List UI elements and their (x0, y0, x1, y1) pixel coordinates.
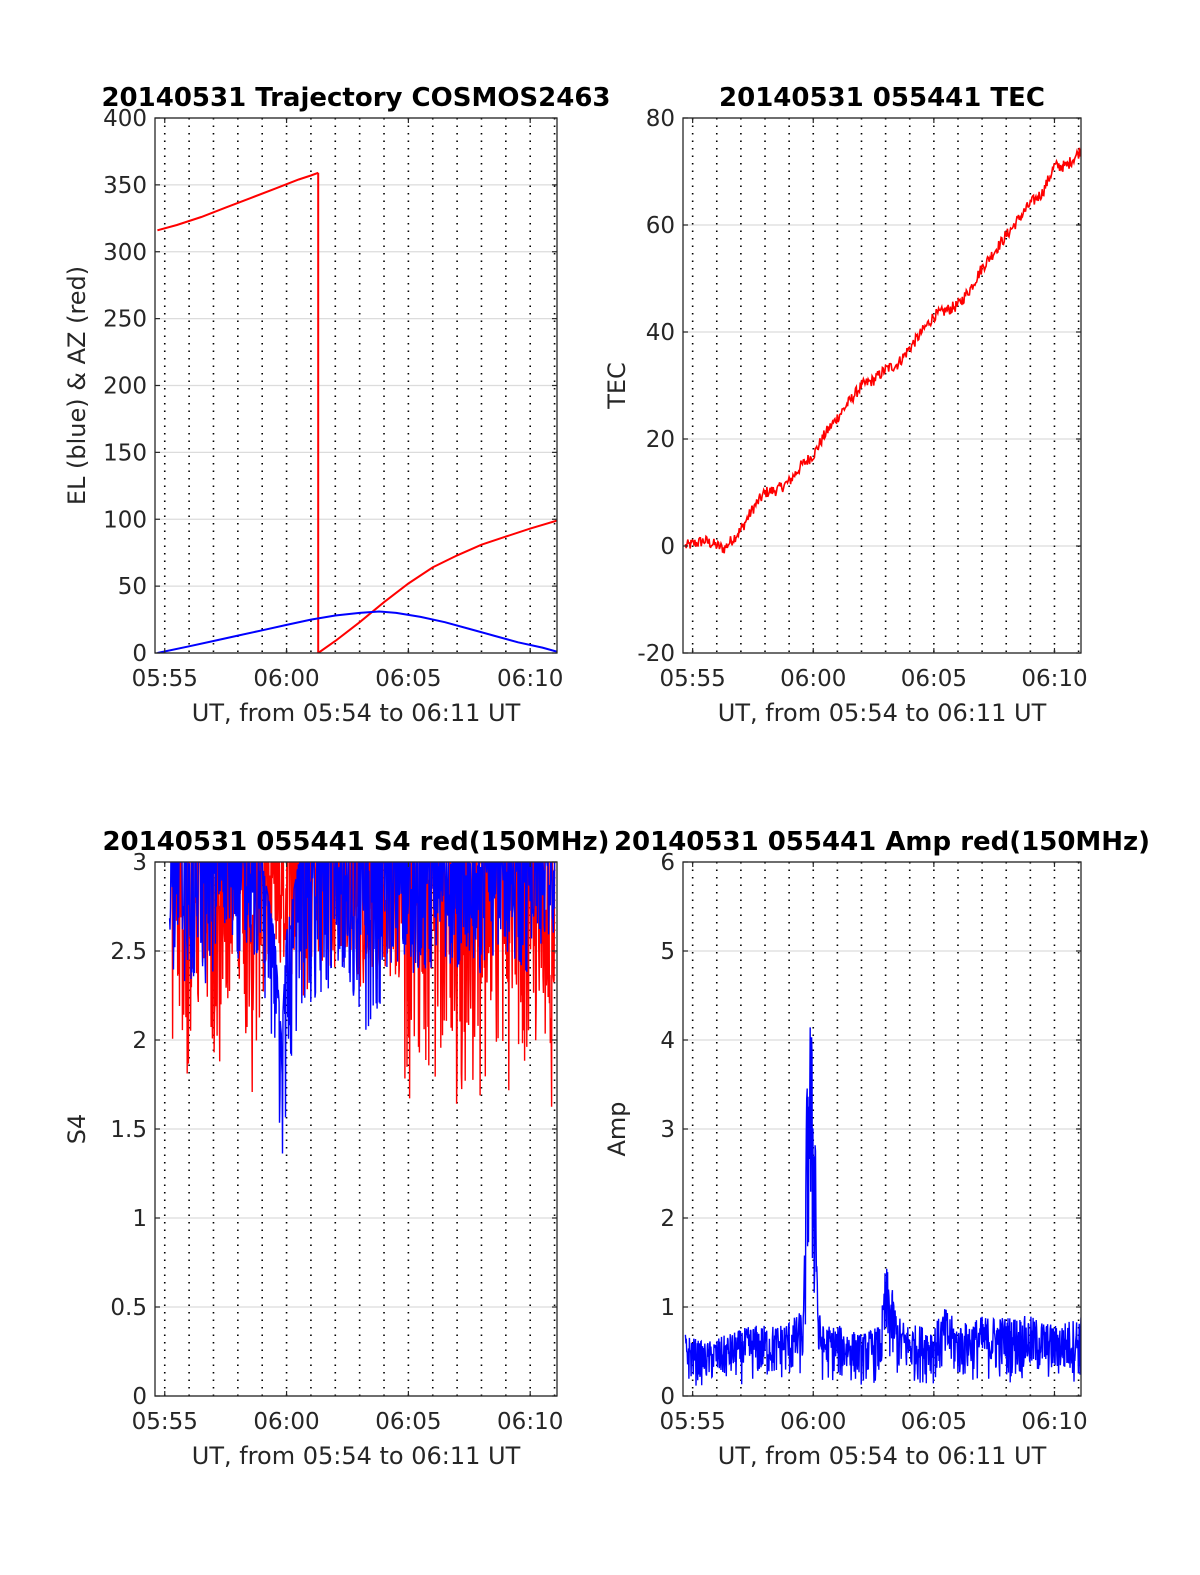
series-line (684, 147, 1081, 554)
x-tick-label: 05:55 (132, 1409, 198, 1435)
y-tick-label: 50 (118, 574, 147, 600)
y-tick-label: 40 (646, 320, 675, 346)
chart-s4: 0 0.5 1 1.5 2 2.5 3 05:55 06:00 06:05 06:10 2014053… (63, 827, 610, 1470)
chart-title: 20140531 055441 Amp red(150MHz) (614, 827, 1150, 857)
y-tick-label: 300 (103, 240, 147, 266)
x-tick-label: 06:00 (253, 666, 319, 692)
x-tick-label: 06:05 (901, 1409, 967, 1435)
y-tick-label: 100 (103, 507, 147, 533)
series-group (684, 1027, 1081, 1386)
x-tick-label: 06:00 (780, 666, 846, 692)
x-tick-label: 06:05 (901, 666, 967, 692)
x-tick-label: 05:55 (660, 666, 726, 692)
x-axis-label: UT, from 05:54 to 06:11 UT (718, 699, 1047, 727)
chart-tec: -20 0 20 40 60 80 05:55 06:00 06:05 06:10 20140531… (603, 83, 1088, 727)
y-tick-label: 0 (660, 534, 675, 560)
series-line (684, 1027, 1081, 1386)
y-tick-label: 4 (660, 1028, 675, 1054)
y-axis-label: EL (blue) & AZ (red) (63, 266, 91, 505)
axes-frame (682, 117, 1082, 654)
y-axis-label: TEC (603, 362, 631, 410)
x-axis-label: UT, from 05:54 to 06:11 UT (718, 1442, 1047, 1470)
y-tick-label: 350 (103, 173, 147, 199)
y-tick-label: 0 (132, 1384, 147, 1410)
y-tick-label: 1.5 (110, 1117, 147, 1143)
y-tick-label: 2 (132, 1028, 147, 1054)
y-tick-label: 0 (660, 1384, 675, 1410)
chart-trajectory: 0 50 100 150 200 250 300 350 400 05:55 06:00 06:05 0… (63, 83, 611, 727)
chart-title: 20140531 055441 S4 red(150MHz) (102, 827, 609, 857)
y-tick-label: -20 (637, 641, 675, 667)
x-tick-label: 06:05 (375, 1409, 441, 1435)
y-tick-label: 20 (646, 427, 675, 453)
chart-title: 20140531 055441 TEC (719, 83, 1045, 113)
x-tick-label: 05:55 (132, 666, 198, 692)
y-tick-label: 3 (660, 1117, 675, 1143)
y-tick-label: 200 (103, 374, 147, 400)
x-tick-label: 05:55 (660, 1409, 726, 1435)
x-axis-label: UT, from 05:54 to 06:11 UT (192, 1442, 521, 1470)
y-tick-label: 2 (660, 1206, 675, 1232)
y-tick-label: 400 (103, 106, 147, 132)
x-axis-label: UT, from 05:54 to 06:11 UT (192, 699, 521, 727)
x-tick-label: 06:05 (375, 666, 441, 692)
y-tick-label: 250 (103, 307, 147, 333)
y-tick-label: 5 (660, 939, 675, 965)
y-axis-label: Amp (603, 1101, 631, 1156)
series-line (317, 519, 557, 653)
y-tick-label: 0.5 (110, 1295, 147, 1321)
x-tick-label: 06:10 (1021, 1409, 1087, 1435)
x-tick-label: 06:00 (780, 1409, 846, 1435)
series-group (168, 862, 556, 1154)
y-tick-label: 6 (660, 850, 675, 876)
series-line (157, 610, 557, 653)
y-tick-label: 1 (132, 1206, 147, 1232)
y-tick-label: 0 (132, 641, 147, 667)
x-tick-label: 06:00 (253, 1409, 319, 1435)
y-tick-label: 3 (132, 850, 147, 876)
y-tick-label: 80 (646, 106, 675, 132)
plot-area (683, 118, 1081, 653)
y-tick-label: 60 (646, 213, 675, 239)
y-tick-label: 2.5 (110, 939, 147, 965)
chart-title: 20140531 Trajectory COSMOS2463 (101, 83, 610, 113)
y-tick-label: 1 (660, 1295, 675, 1321)
x-tick-label: 06:10 (497, 1409, 563, 1435)
y-axis-label: S4 (63, 1114, 91, 1145)
x-tick-label: 06:10 (497, 666, 563, 692)
series-line (157, 171, 319, 232)
y-tick-label: 150 (103, 440, 147, 466)
series-group (684, 147, 1081, 554)
chart-amp: 0 1 2 3 4 5 6 05:55 06:00 06:05 06:10 20140531 0554… (603, 827, 1150, 1470)
series-group (157, 171, 557, 653)
x-tick-label: 06:10 (1021, 666, 1087, 692)
